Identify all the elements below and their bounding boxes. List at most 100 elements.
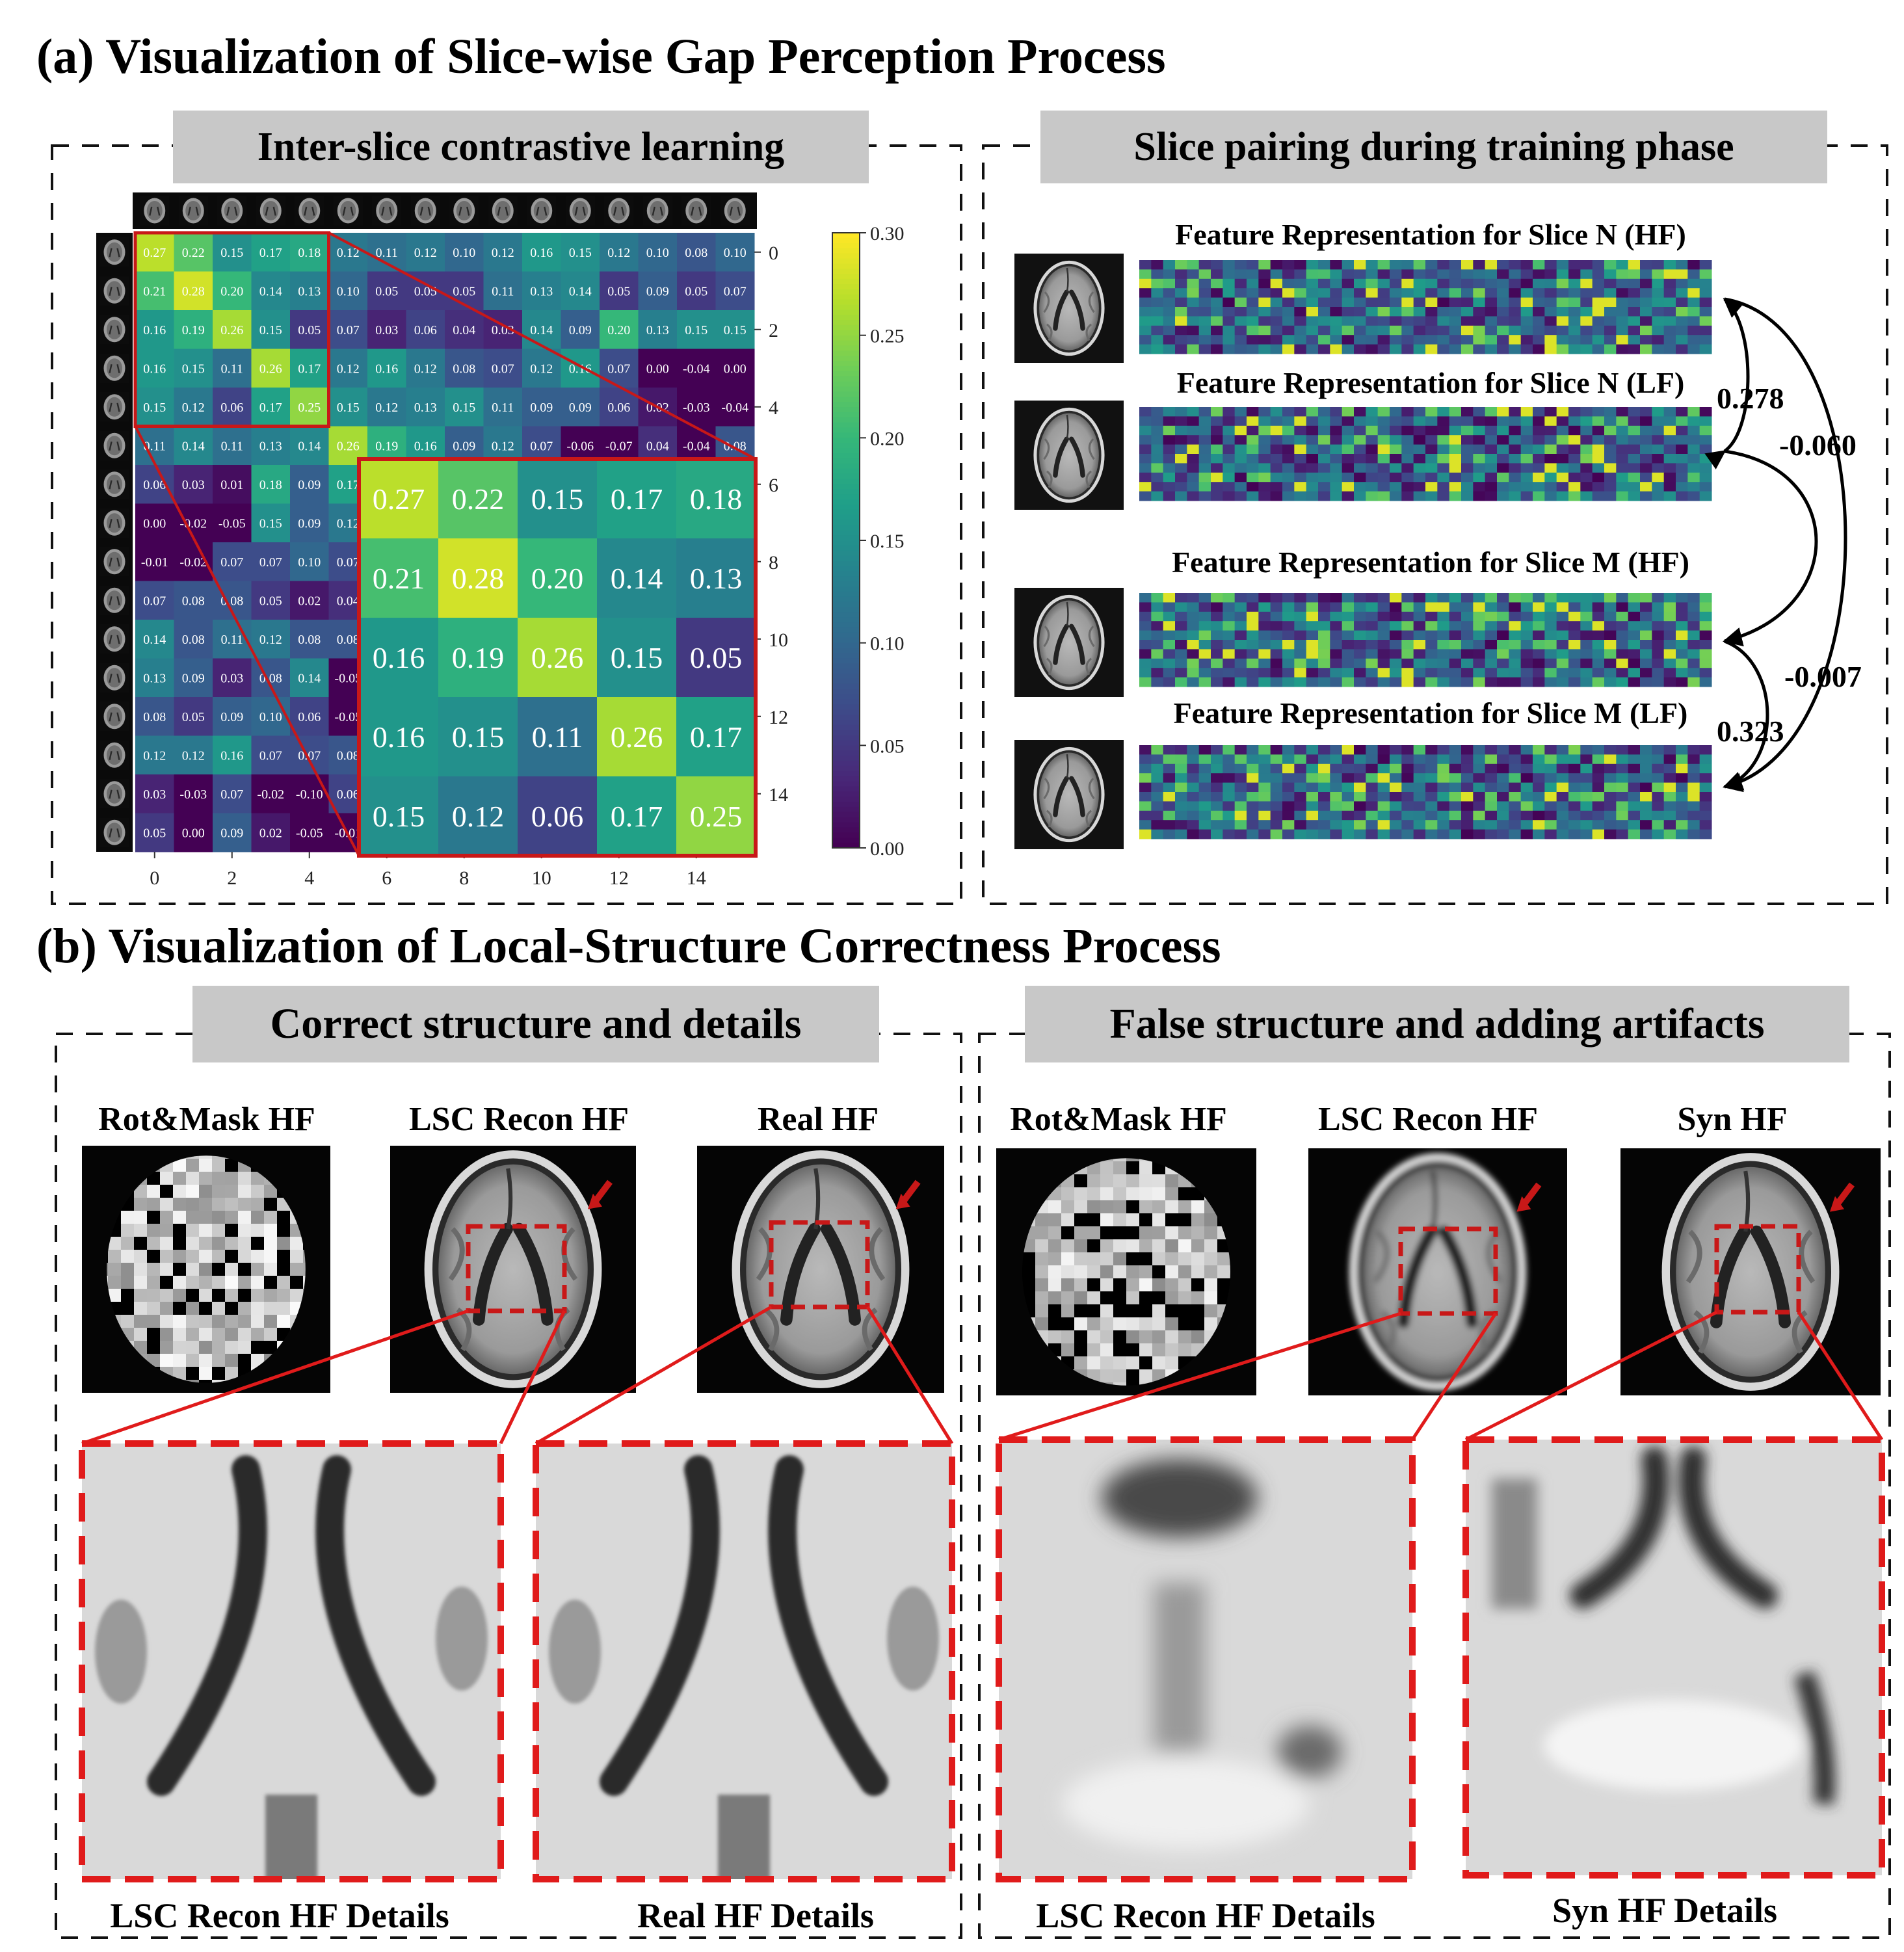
feature-cell xyxy=(1247,649,1259,659)
feature-cell xyxy=(1580,621,1593,631)
feature-cell xyxy=(1330,763,1343,774)
feature-cell xyxy=(1520,621,1533,631)
feature-cell xyxy=(1544,649,1557,659)
feature-cell xyxy=(1187,640,1200,650)
heatmap-cell-value: 0.12 xyxy=(337,362,360,376)
heatmap-cell-value: 0.06 xyxy=(220,401,243,415)
colorbar-step xyxy=(832,781,860,787)
feature-cell xyxy=(1544,482,1557,492)
feature-cell xyxy=(1258,820,1271,830)
feature-cell xyxy=(1544,472,1557,482)
heatmap-cell-value: 0.16 xyxy=(375,362,398,376)
feature-cell xyxy=(1556,621,1569,631)
feature-cell xyxy=(1520,316,1533,326)
label-left-real: Real HF xyxy=(758,1101,879,1138)
feature-cell xyxy=(1556,630,1569,640)
feature-cell xyxy=(1699,472,1712,482)
feature-cell xyxy=(1258,344,1271,354)
heatmap-cell-value: 0.14 xyxy=(530,323,553,337)
feature-cell xyxy=(1509,801,1522,811)
heatmap-cell xyxy=(483,310,523,349)
feature-cell xyxy=(1342,269,1355,280)
feature-cell xyxy=(1449,792,1462,802)
feature-cell xyxy=(1401,454,1414,464)
feature-cell xyxy=(1330,621,1343,631)
feature-cell xyxy=(1580,829,1593,839)
feature-cell xyxy=(1437,463,1450,473)
feature-cell xyxy=(1437,316,1450,326)
feature-cell xyxy=(1211,344,1223,354)
feature-cell xyxy=(1592,745,1605,755)
feature-cell xyxy=(1663,335,1676,345)
colorbar-tick-label: 0.00 xyxy=(870,838,905,860)
slice-thumb xyxy=(99,237,130,268)
slice-thumbnail-strip-left xyxy=(96,233,133,852)
feature-cell xyxy=(1473,630,1486,640)
slice-thumb xyxy=(719,195,750,226)
feature-cell xyxy=(1580,325,1593,336)
heatmap-cell xyxy=(522,233,561,272)
feature-cell xyxy=(1676,754,1688,765)
colorbar-step xyxy=(832,591,860,598)
heatmap-cell-value: 0.16 xyxy=(569,362,592,376)
feature-cell xyxy=(1342,435,1355,445)
feature-cell xyxy=(1640,621,1652,631)
colorbar-step xyxy=(832,735,860,741)
feature-cell xyxy=(1663,773,1676,784)
feature-cell xyxy=(1401,658,1414,668)
feature-cell xyxy=(1520,482,1533,492)
feature-cell xyxy=(1592,668,1605,678)
feature-cell xyxy=(1318,763,1330,774)
feature-cell xyxy=(1223,763,1236,774)
feature-cell xyxy=(1294,288,1307,298)
feature-cell xyxy=(1497,344,1509,354)
feature-cell xyxy=(1306,407,1319,417)
colorbar-step xyxy=(832,822,860,828)
zoom-cell-value: 0.14 xyxy=(611,562,663,595)
panel-b-left-header: Correct structure and details xyxy=(271,1000,802,1048)
feature-cell xyxy=(1139,630,1152,640)
heatmap-cell-value: 0.05 xyxy=(259,594,282,608)
feature-cell xyxy=(1616,640,1629,650)
feature-cell xyxy=(1330,260,1343,270)
feature-cell xyxy=(1282,435,1295,445)
feature-cell xyxy=(1342,649,1355,659)
feature-cell xyxy=(1223,649,1236,659)
feature-cell xyxy=(1139,444,1152,455)
feature-cell xyxy=(1139,316,1152,326)
roi-box xyxy=(769,1220,870,1310)
feature-cell xyxy=(1604,344,1617,354)
feature-cell xyxy=(1234,820,1247,830)
feature-cell xyxy=(1485,278,1498,289)
feature-cell xyxy=(1663,829,1676,839)
feature-cell xyxy=(1318,773,1330,784)
feature-cell xyxy=(1198,278,1211,289)
feature-cell xyxy=(1163,773,1176,784)
feature-cell xyxy=(1306,792,1319,802)
feature-cell xyxy=(1663,316,1676,326)
feature-cell xyxy=(1616,810,1629,821)
feature-cell xyxy=(1247,269,1259,280)
feature-cell xyxy=(1151,810,1164,821)
feature-cell xyxy=(1223,754,1236,765)
heatmap-cell-value: 0.00 xyxy=(143,516,166,531)
feature-cell xyxy=(1163,602,1176,613)
feature-cell xyxy=(1318,677,1330,687)
colorbar-step xyxy=(832,397,860,403)
feature-cell xyxy=(1473,278,1486,289)
feature-cell xyxy=(1520,297,1533,308)
feature-cell xyxy=(1318,810,1330,821)
feature-cell xyxy=(1223,820,1236,830)
feature-cell xyxy=(1198,425,1211,436)
feature-cell xyxy=(1198,463,1211,473)
feature-cell xyxy=(1592,463,1605,473)
feature-cell xyxy=(1568,454,1581,464)
feature-cell xyxy=(1604,801,1617,811)
feature-cell xyxy=(1294,792,1307,802)
feature-cell xyxy=(1234,260,1247,270)
feature-cell xyxy=(1187,491,1200,501)
heatmap-cell-value: 0.07 xyxy=(220,787,243,802)
colorbar-step xyxy=(832,438,860,444)
heatmap-cell-value: 0.04 xyxy=(337,594,360,608)
feature-cell xyxy=(1628,260,1641,270)
